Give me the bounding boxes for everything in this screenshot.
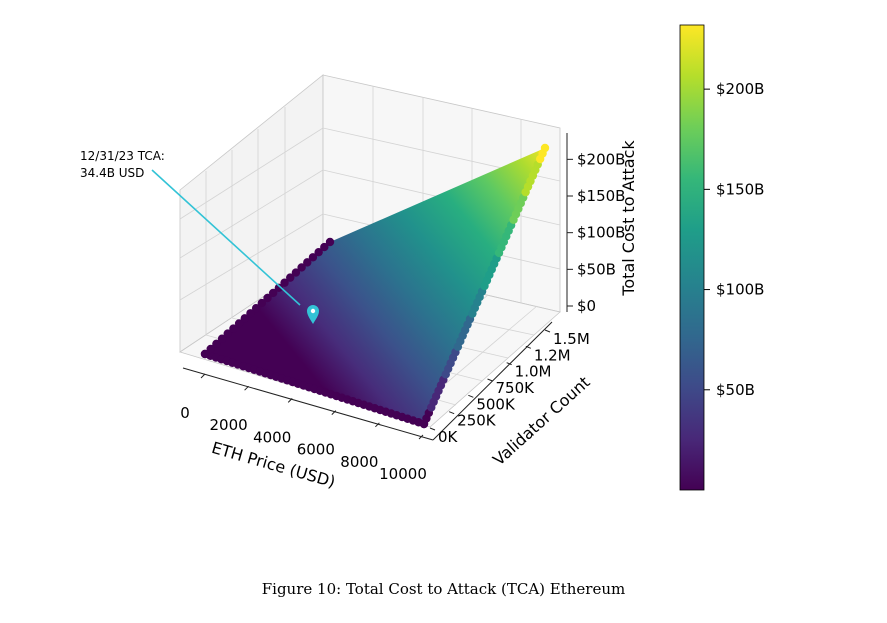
colorbar-ticks: $50B $100B $150B $200B xyxy=(704,80,764,399)
surface-point xyxy=(274,283,284,293)
surface-point xyxy=(297,263,306,272)
z-tick-label: $50B xyxy=(577,260,616,278)
x-tick-mark xyxy=(244,385,249,391)
surface-point xyxy=(234,319,244,328)
y-tick-mark xyxy=(544,329,551,333)
x-tick-mark xyxy=(287,398,293,403)
x-tick-mark xyxy=(331,410,337,415)
y-tick-mark xyxy=(525,345,532,349)
y-tick-label: 500K xyxy=(476,395,516,413)
z-tick-label: $150B xyxy=(577,187,625,205)
surface-point xyxy=(280,278,289,287)
x-tick-label: 8000 xyxy=(340,453,378,471)
surface-point xyxy=(206,344,215,354)
y-tick-mark xyxy=(487,378,493,382)
colorbar-gradient xyxy=(679,24,705,491)
y-tick-mark xyxy=(506,362,512,366)
x-tick-label: 0 xyxy=(180,404,190,422)
y-tick-label: 1.2M xyxy=(534,346,571,364)
colorbar-tick-label: $150B xyxy=(716,180,764,198)
y-tick-label: 750K xyxy=(496,379,536,397)
annotation-line-2: 34.4B USD xyxy=(80,166,144,180)
surface-edge-dots xyxy=(200,143,550,429)
x-tick-label: 2000 xyxy=(210,416,248,434)
surface-point xyxy=(325,237,335,247)
x-tick-mark xyxy=(200,373,206,379)
surface-point xyxy=(314,247,323,257)
y-tick-mark xyxy=(468,394,474,398)
surface-point xyxy=(303,258,312,267)
y-tick-label: 1.5M xyxy=(553,330,590,348)
annotation-line-1: 12/31/23 TCA: xyxy=(80,149,165,163)
surface-point xyxy=(217,334,227,343)
surface-point xyxy=(268,288,278,298)
colorbar-tick-label: $50B xyxy=(716,381,755,399)
surface-point xyxy=(229,324,238,333)
colorbar-tick-label: $100B xyxy=(716,281,764,299)
surface-point xyxy=(212,339,221,349)
surface-point xyxy=(200,349,210,359)
surface-point xyxy=(240,314,249,323)
y-tick-mark xyxy=(448,411,455,415)
grid-line xyxy=(179,127,324,220)
x-axis-line xyxy=(182,367,434,441)
surface-point xyxy=(257,298,267,308)
annotation-leader-line xyxy=(151,169,301,306)
surface-point xyxy=(246,309,255,318)
colorbar: $50B $100B $150B $200B xyxy=(679,24,764,491)
colorbar-tick-label: $200B xyxy=(716,80,764,98)
y-tick-label: 0K xyxy=(438,428,459,446)
z-tick-label: $100B xyxy=(577,224,625,242)
z-axis-title: Total Cost to Attack xyxy=(619,140,638,297)
surface-point xyxy=(540,143,550,153)
x-tick-label: 4000 xyxy=(253,428,291,446)
figure-caption: Figure 10: Total Cost to Attack (TCA) Et… xyxy=(261,580,626,598)
surface-point xyxy=(308,253,318,262)
map-pin-icon xyxy=(307,305,319,324)
grid-line xyxy=(179,169,324,259)
surface-point xyxy=(263,293,272,303)
y-tick-label: 250K xyxy=(457,412,497,430)
x-tick-label: 10000 xyxy=(379,465,427,483)
x-tick-mark xyxy=(418,434,424,440)
tca-surface xyxy=(200,143,550,429)
z-axis-ticks: $0 $50B $100B $150B $200B xyxy=(567,150,625,315)
surface-point xyxy=(286,273,295,282)
y-tick-mark xyxy=(429,427,436,431)
x-tick-label: 6000 xyxy=(297,441,335,459)
y-tick-label: 1.0M xyxy=(515,363,552,381)
tca-annotation: 12/31/23 TCA: 34.4B USD xyxy=(80,149,319,324)
surface-polygon xyxy=(205,148,545,424)
grid-line xyxy=(179,213,324,301)
surface-point xyxy=(291,268,301,277)
z-tick-label: $200B xyxy=(577,150,625,168)
surface-point xyxy=(320,242,329,252)
surface-point xyxy=(223,329,232,338)
z-tick-label: $0 xyxy=(577,297,596,315)
x-tick-mark xyxy=(375,422,380,428)
surface-point xyxy=(251,303,261,313)
